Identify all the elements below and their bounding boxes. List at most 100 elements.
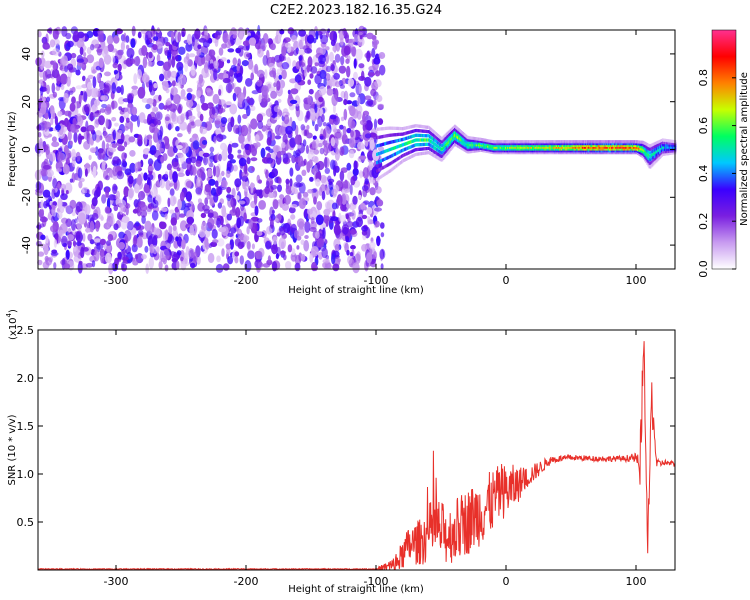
signal-mark: [538, 140, 540, 144]
signal-mark: [533, 140, 535, 144]
signal-mark: [480, 145, 482, 149]
signal-mark: [487, 144, 490, 148]
signal-mark: [649, 144, 652, 148]
noise-mark: [302, 191, 309, 198]
signal-mark: [443, 134, 446, 138]
signal-mark: [626, 151, 629, 155]
signal-mark: [590, 143, 592, 147]
signal-mark: [376, 161, 378, 165]
noise-mark: [342, 180, 351, 191]
noise-mark: [145, 30, 153, 40]
noise-mark: [274, 54, 282, 63]
noise-mark: [300, 254, 306, 262]
noise-mark: [201, 67, 209, 79]
y-tick-label: 40: [20, 47, 33, 61]
signal-mark: [474, 149, 477, 153]
signal-mark: [499, 143, 502, 147]
signal-mark: [565, 143, 568, 147]
signal-mark: [559, 143, 561, 147]
noise-mark: [119, 116, 125, 123]
signal-mark: [635, 142, 637, 146]
noise-mark: [347, 255, 353, 265]
signal-mark: [456, 129, 458, 133]
noise-mark: [133, 199, 139, 208]
noise-mark: [212, 93, 220, 105]
noise-mark: [93, 249, 100, 262]
noise-mark: [300, 62, 306, 67]
noise-mark: [225, 243, 231, 250]
signal-mark: [470, 143, 473, 147]
noise-mark: [103, 84, 110, 95]
noise-mark: [353, 58, 357, 69]
noise-mark: [90, 87, 99, 99]
signal-mark: [604, 151, 607, 155]
signal-mark: [642, 155, 644, 159]
signal-mark: [392, 146, 395, 150]
noise-mark: [366, 252, 373, 264]
signal-mark: [657, 151, 660, 155]
signal-mark: [493, 151, 496, 155]
signal-mark: [380, 151, 382, 155]
noise-mark: [237, 114, 242, 125]
noise-mark: [106, 221, 111, 229]
signal-mark: [540, 147, 543, 151]
signal-mark: [559, 149, 561, 153]
colorbar-tick-label: 0.8: [697, 69, 710, 87]
noise-mark: [123, 186, 130, 198]
noise-mark: [74, 101, 78, 113]
x-tick-label: -200: [234, 575, 259, 588]
signal-mark: [540, 149, 543, 153]
signal-mark: [428, 125, 430, 130]
signal-mark: [636, 149, 638, 153]
noise-mark: [148, 257, 154, 269]
noise-mark: [319, 47, 326, 56]
signal-mark: [476, 145, 479, 149]
noise-mark: [256, 218, 263, 223]
noise-mark: [282, 153, 289, 164]
signal-mark: [629, 147, 632, 151]
signal-mark: [396, 163, 399, 167]
signal-mark: [555, 147, 558, 151]
noise-mark: [148, 138, 152, 148]
noise-mark: [251, 166, 255, 172]
signal-mark: [507, 145, 509, 149]
signal-mark: [650, 157, 653, 161]
signal-mark: [620, 142, 623, 146]
signal-mark: [497, 151, 500, 155]
noise-mark: [136, 236, 143, 248]
signal-mark: [573, 145, 576, 149]
noise-mark: [257, 48, 264, 58]
signal-mark: [637, 147, 639, 152]
noise-mark: [145, 103, 151, 110]
signal-mark: [541, 140, 544, 144]
signal-mark: [463, 140, 466, 144]
signal-mark: [635, 145, 637, 149]
noise-mark: [80, 90, 84, 96]
signal-mark: [383, 127, 386, 131]
signal-mark: [493, 149, 496, 153]
signal-mark: [462, 147, 465, 151]
noise-mark: [114, 257, 119, 267]
signal-mark: [381, 174, 383, 178]
signal-mark: [617, 149, 620, 153]
noise-mark: [268, 62, 275, 70]
signal-mark: [588, 145, 590, 149]
signal-mark: [550, 142, 553, 146]
noise-mark: [76, 40, 85, 49]
signal-mark: [498, 142, 501, 146]
signal-mark: [558, 151, 560, 155]
noise-mark: [85, 106, 90, 115]
signal-mark: [477, 147, 480, 151]
spectrogram-noise: [34, 24, 386, 275]
signal-mark: [514, 145, 517, 149]
noise-mark: [246, 96, 251, 104]
signal-mark: [653, 145, 656, 149]
noise-mark: [229, 103, 238, 115]
signal-mark: [481, 148, 483, 152]
signal-mark: [464, 133, 467, 137]
signal-mark: [661, 146, 663, 150]
signal-mark: [516, 149, 519, 153]
signal-mark: [393, 126, 396, 130]
noise-mark: [207, 252, 215, 264]
signal-mark: [503, 140, 506, 144]
